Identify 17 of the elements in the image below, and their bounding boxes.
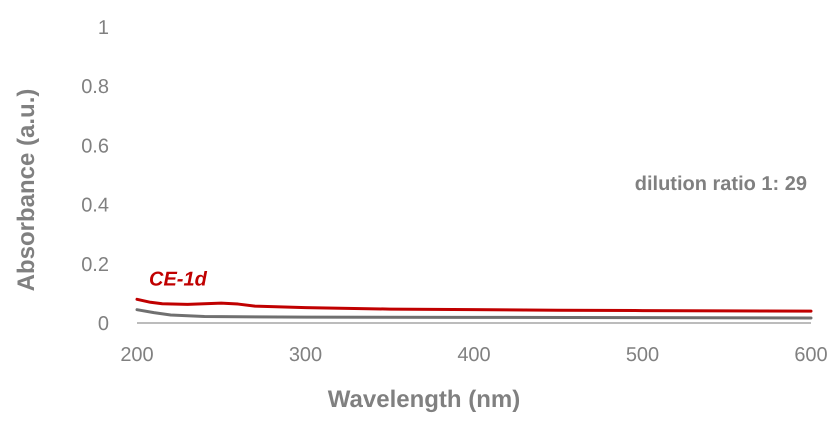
y-tick-label: 0: [98, 313, 109, 335]
y-tick-label: 0.4: [81, 194, 109, 217]
x-tick-label: 600: [794, 344, 828, 366]
x-tick-label: 200: [120, 344, 154, 366]
x-tick-label: 500: [626, 344, 660, 366]
y-tick-label: 0.2: [81, 254, 109, 276]
y-tick-label: 0.6: [81, 135, 109, 158]
y-tick-label: 0.8: [81, 76, 109, 98]
line-series: [136, 308, 812, 320]
series-label: CE-1d: [149, 268, 208, 290]
y-axis-title: Absorbance (a.u.): [13, 88, 40, 292]
annotation: dilution ratio 1: 29: [634, 173, 807, 195]
x-tick-label: 400: [457, 344, 491, 366]
y-tick-label: 1: [98, 17, 109, 39]
x-tick-label: 300: [288, 344, 322, 366]
x-axis-title: Wavelength (nm): [328, 386, 520, 413]
line-series: [136, 298, 812, 313]
